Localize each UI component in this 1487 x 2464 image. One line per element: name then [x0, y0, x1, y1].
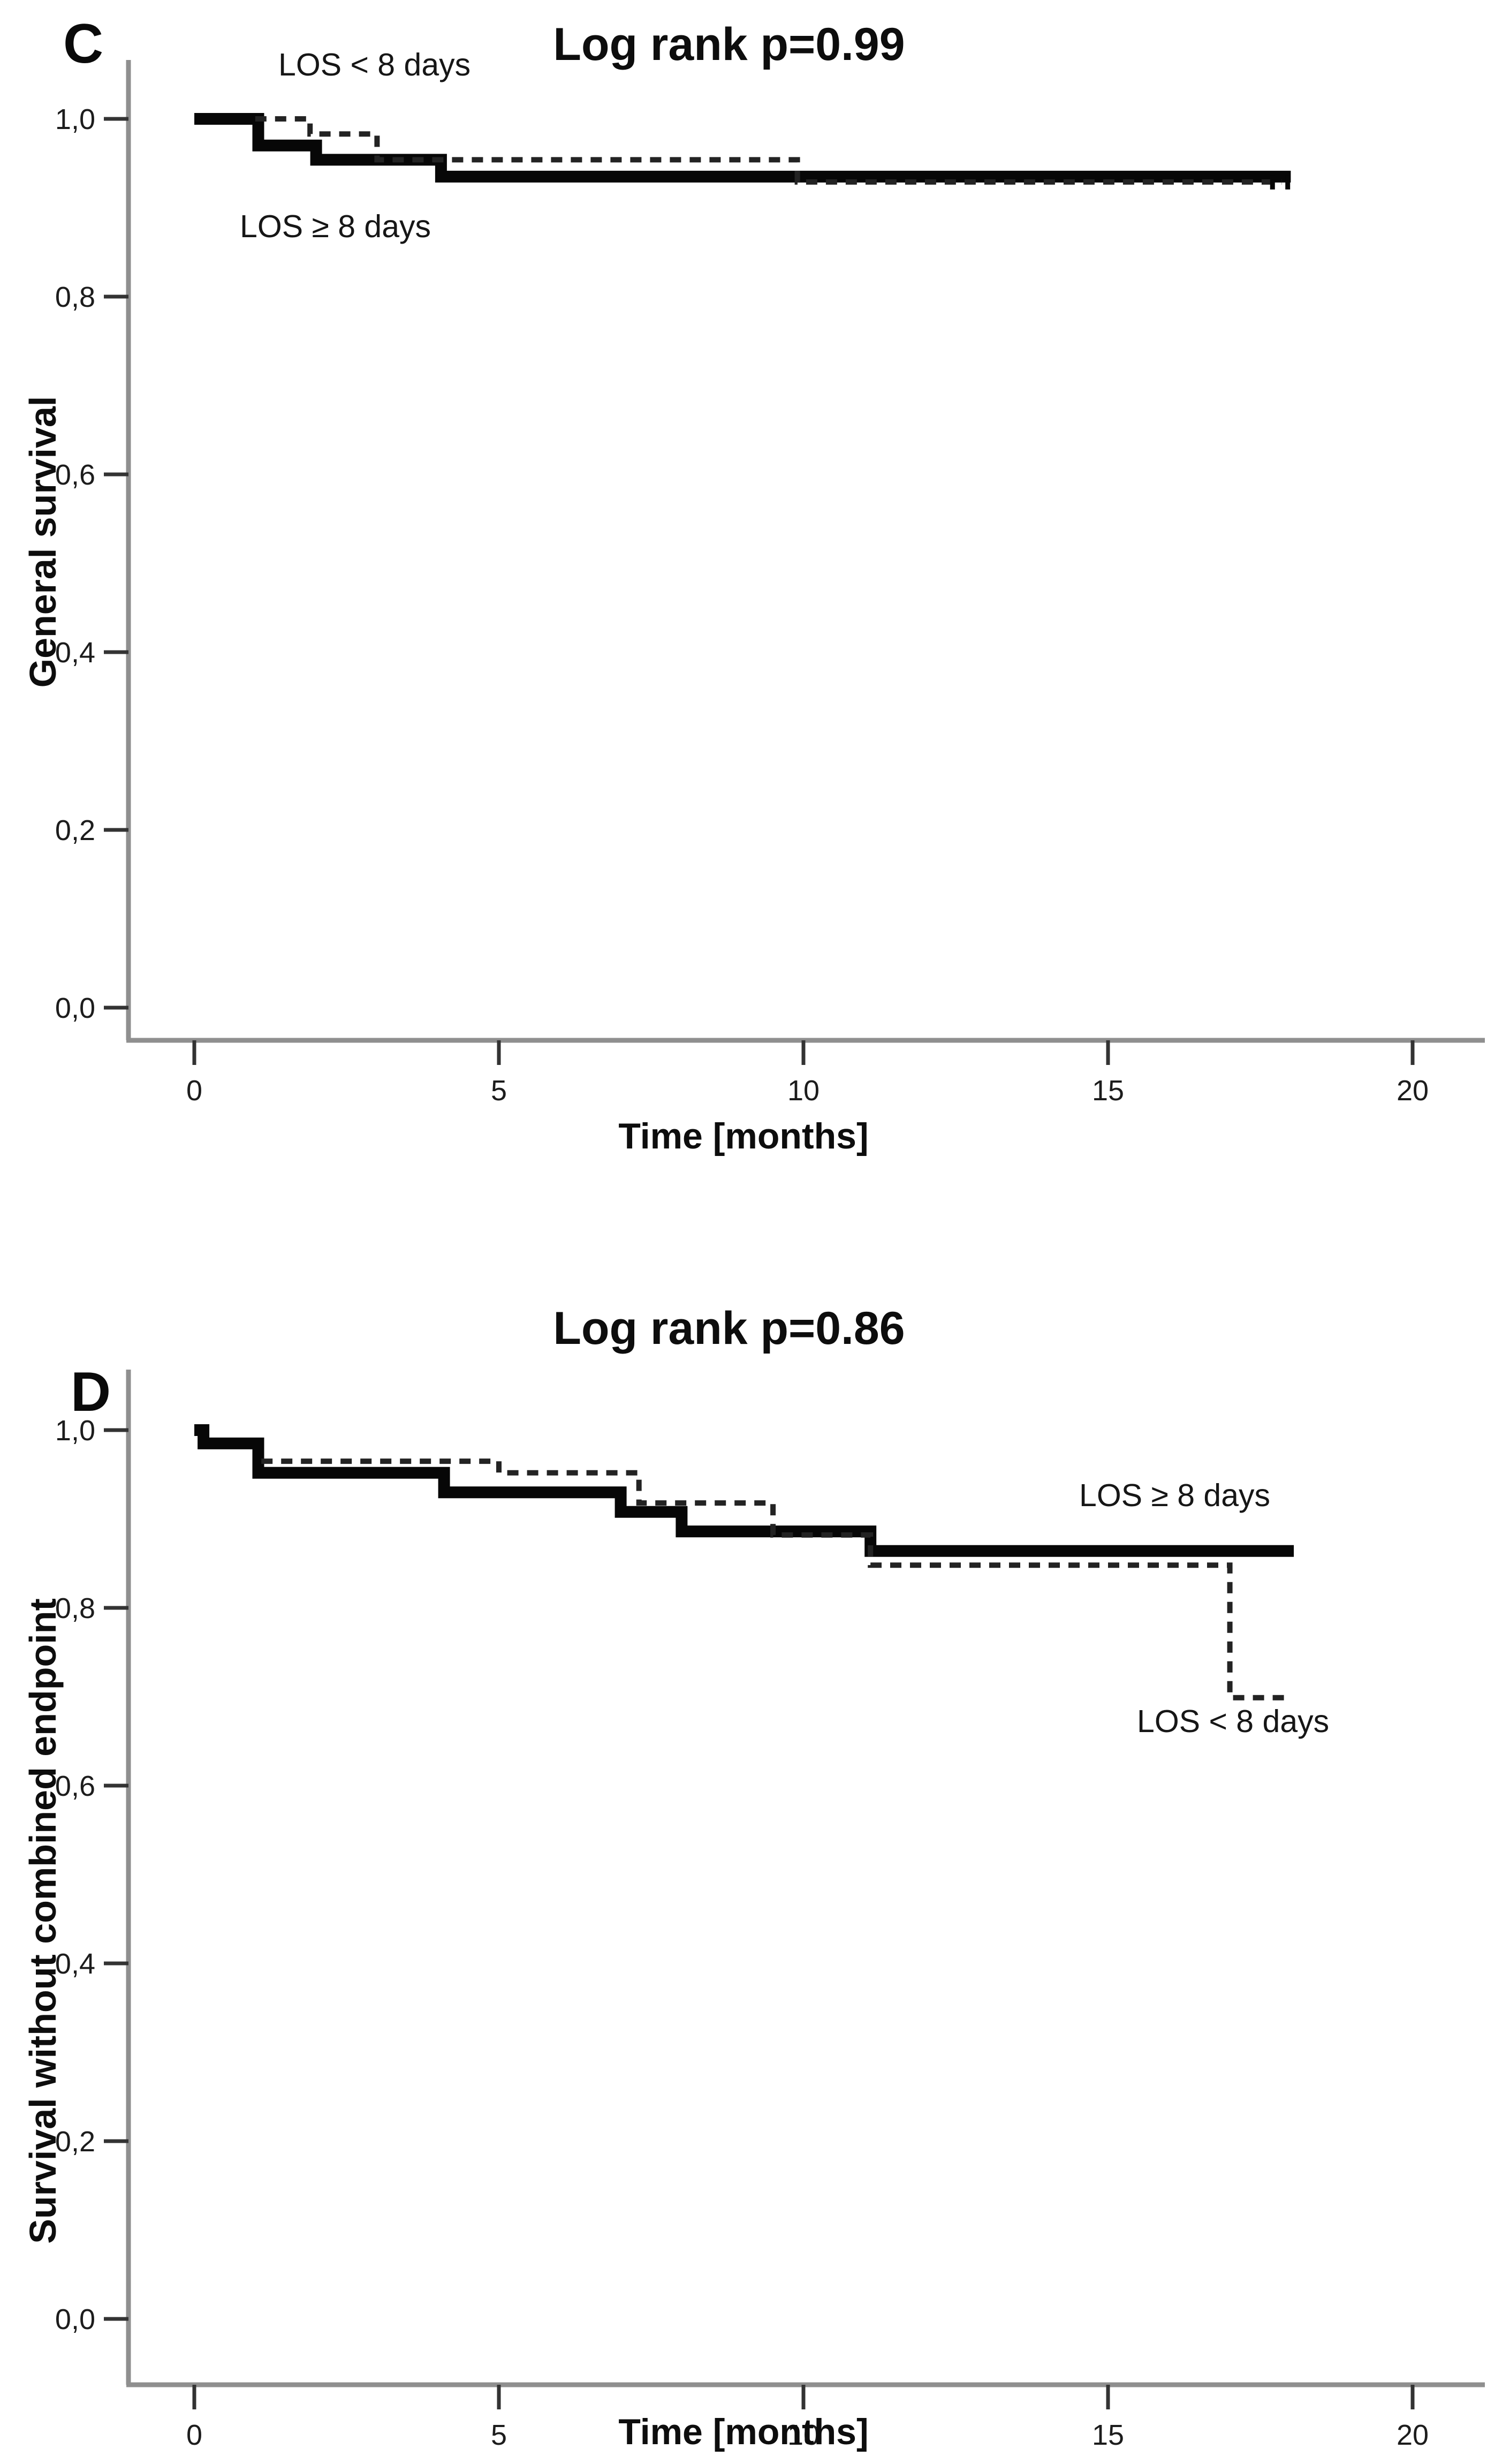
- x-tick-label: 20: [1397, 2419, 1429, 2451]
- x-tick-label: 5: [491, 1075, 507, 1107]
- panel-d-y-axis-title: Survival without combined endpoint: [22, 1598, 64, 2244]
- survival-curve-solid: [194, 113, 1291, 183]
- y-tick-label: 0,0: [55, 992, 95, 1024]
- y-tick-label: 1,0: [55, 103, 95, 135]
- y-tick-label: 0,4: [55, 637, 95, 669]
- panel-d-dashed-curve-label: LOS < 8 days: [1137, 1704, 1330, 1739]
- panel-c-title: Log rank p=0.99: [553, 19, 905, 70]
- panel-c-solid-curve-label: LOS ≥ 8 days: [240, 209, 431, 244]
- panel-c-dashed-curve-label: LOS < 8 days: [278, 47, 471, 82]
- panel-c-chart: 1,0 0,8 0,6 0,4 0,2 0,0 0 5 10 15 20: [55, 60, 1485, 1107]
- x-tick-label: 15: [1092, 1075, 1124, 1107]
- survival-curve-solid: [194, 1424, 1294, 1557]
- y-tick-label: 0,6: [55, 459, 95, 491]
- panel-c-letter: C: [63, 13, 104, 75]
- y-tick-label: 0,8: [55, 281, 95, 313]
- x-tick-label: 10: [787, 1075, 820, 1107]
- y-tick-label: 0,8: [55, 1592, 95, 1624]
- panel-c-x-axis-title: Time [months]: [618, 1116, 869, 1157]
- panel-d-title: Log rank p=0.86: [553, 1303, 905, 1354]
- y-tick-label: 0,2: [55, 2126, 95, 2158]
- x-tick-label: 5: [491, 2419, 507, 2451]
- x-tick-label: 15: [1092, 2419, 1124, 2451]
- y-tick-label: 1,0: [55, 1415, 95, 1447]
- panel-c-y-axis-title: General survival: [22, 396, 64, 688]
- y-tick-label: 0,6: [55, 1770, 95, 1802]
- y-tick-label: 0,0: [55, 2303, 95, 2335]
- x-tick-label: 10: [787, 2419, 820, 2451]
- x-tick-label: 0: [186, 1075, 202, 1107]
- panel-d-letter: D: [71, 1361, 111, 1423]
- survival-curve-dashed: [261, 1458, 1291, 1700]
- x-tick-label: 20: [1397, 1075, 1429, 1107]
- y-tick-label: 0,2: [55, 814, 95, 846]
- panel-d-x-axis-title: Time [months]: [618, 2412, 869, 2452]
- y-tick-label: 0,4: [55, 1948, 95, 1980]
- x-tick-label: 0: [186, 2419, 202, 2451]
- panel-d-solid-curve-label: LOS ≥ 8 days: [1079, 1478, 1271, 1513]
- panel-d-chart: 1,0 0,8 0,6 0,4 0,2 0,0 0 5 10 15 20: [55, 1370, 1485, 2451]
- survival-curve-dashed: [255, 116, 1282, 185]
